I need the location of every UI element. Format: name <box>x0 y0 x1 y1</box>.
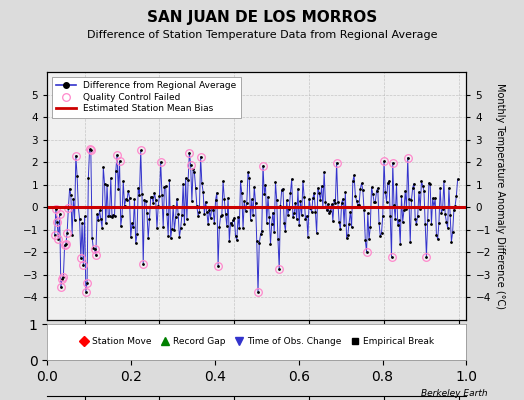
Legend: Station Move, Record Gap, Time of Obs. Change, Empirical Break: Station Move, Record Gap, Time of Obs. C… <box>77 335 437 349</box>
Text: Difference of Station Temperature Data from Regional Average: Difference of Station Temperature Data f… <box>87 30 437 40</box>
Legend: Difference from Regional Average, Quality Control Failed, Estimated Station Mean: Difference from Regional Average, Qualit… <box>52 76 241 118</box>
Text: Berkeley Earth: Berkeley Earth <box>421 389 487 398</box>
Text: SAN JUAN DE LOS MORROS: SAN JUAN DE LOS MORROS <box>147 10 377 25</box>
Y-axis label: Monthly Temperature Anomaly Difference (°C): Monthly Temperature Anomaly Difference (… <box>495 83 505 309</box>
